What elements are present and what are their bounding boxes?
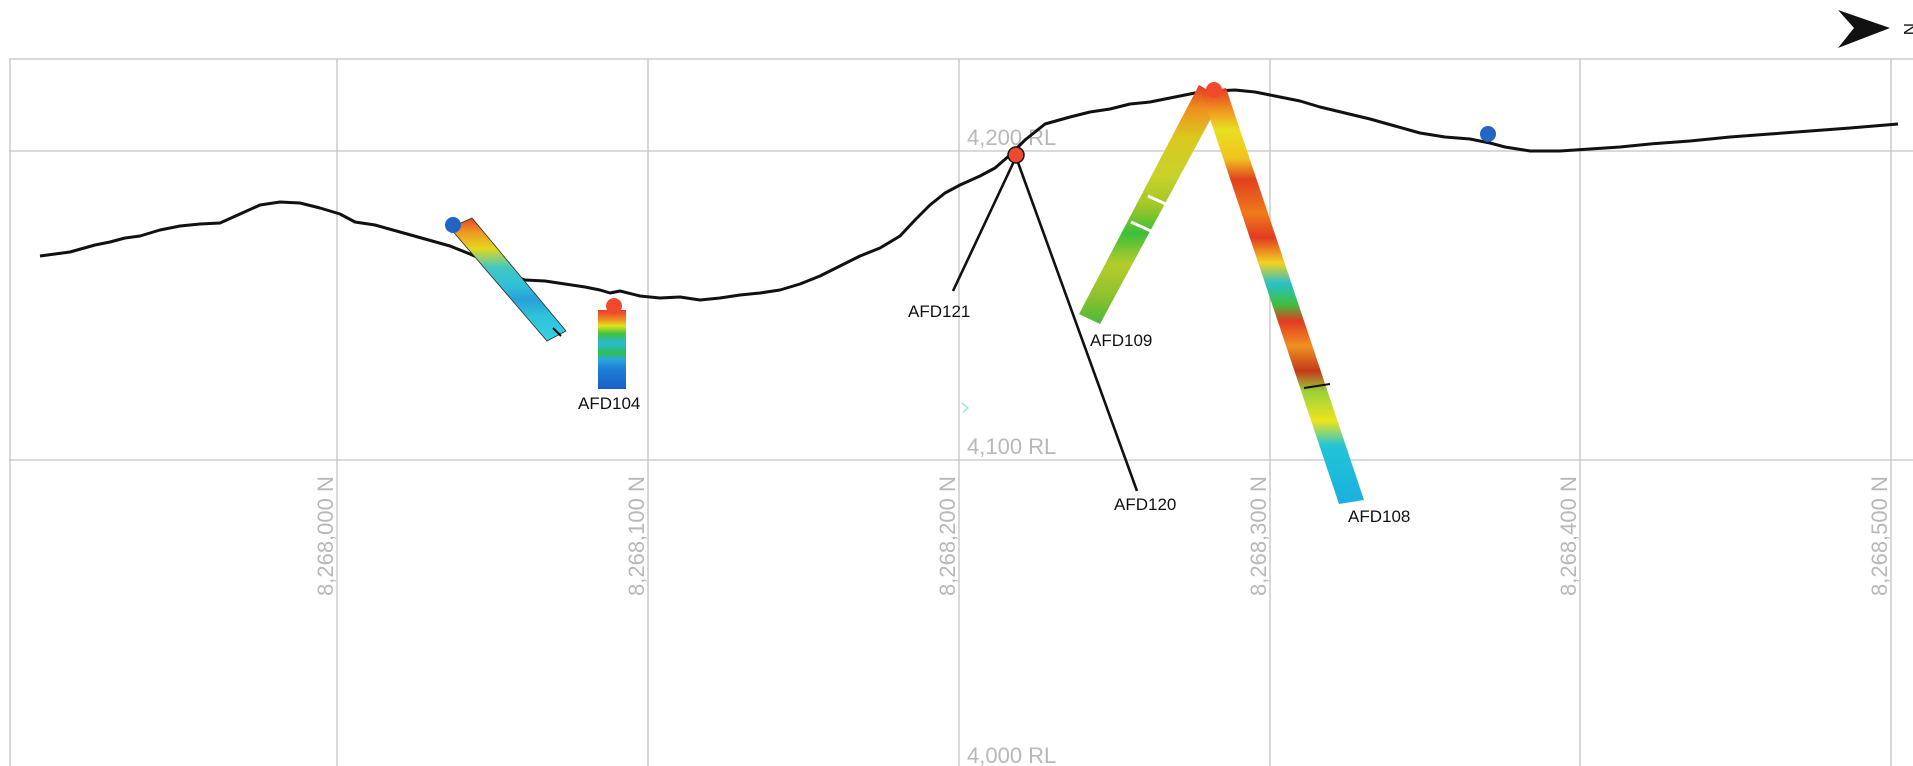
label-AFD120: AFD120 bbox=[1114, 495, 1176, 514]
drillhole-AFD104[interactable]: AFD104 bbox=[578, 298, 640, 413]
northing-label-8268400: 8,268,400 N bbox=[1556, 476, 1581, 596]
north-arrow-label: N bbox=[1900, 23, 1913, 35]
small-mark bbox=[961, 402, 970, 413]
elevation-label-4200: 4,200 RL bbox=[967, 125, 1056, 150]
northing-label-8268500: 8,268,500 N bbox=[1867, 476, 1892, 596]
drillhole-AFD109-break-1 bbox=[1147, 194, 1171, 208]
drillhole-AFD108-marker bbox=[1303, 383, 1331, 389]
label-AFD109: AFD109 bbox=[1090, 331, 1152, 350]
drillhole-AFD120[interactable]: AFD120 bbox=[1014, 156, 1176, 514]
label-AFD121: AFD121 bbox=[908, 302, 970, 321]
drillhole-AFD109-break-2 bbox=[1130, 220, 1154, 234]
label-AFD104: AFD104 bbox=[578, 394, 640, 413]
drillhole-logged-west-core bbox=[449, 217, 567, 342]
trace-AFD120 bbox=[1014, 156, 1139, 492]
collar-planned-west[interactable] bbox=[445, 217, 461, 233]
drillhole-AFD109-core bbox=[1079, 85, 1222, 324]
topography-surface bbox=[39, 88, 1899, 302]
drillhole-logged-west[interactable] bbox=[449, 217, 567, 342]
northing-label-8268000: 8,268,000 N bbox=[313, 476, 338, 596]
drillhole-AFD109[interactable]: AFD109 bbox=[1079, 85, 1222, 350]
collar-AFD104[interactable] bbox=[606, 298, 622, 314]
northing-label-8268300: 8,268,300 N bbox=[1246, 476, 1271, 596]
collar-planned-east[interactable] bbox=[1480, 126, 1496, 142]
elevation-label-4100: 4,100 RL bbox=[967, 434, 1056, 459]
label-AFD108: AFD108 bbox=[1348, 507, 1410, 526]
drillhole-AFD121[interactable]: AFD121 bbox=[908, 156, 1018, 321]
north-arrow-icon bbox=[1838, 10, 1890, 48]
collar-AFD108-AFD109[interactable] bbox=[1206, 82, 1222, 98]
drillhole-logged-west-marker bbox=[552, 327, 562, 337]
trace-AFD121 bbox=[951, 156, 1018, 292]
drillhole-AFD108-core bbox=[1201, 88, 1364, 504]
drillhole-AFD108[interactable]: AFD108 bbox=[1201, 88, 1410, 526]
north-arrow: N bbox=[1838, 10, 1913, 48]
drillhole-AFD104-core bbox=[598, 310, 626, 389]
elevation-label-4000: 4,000 RL bbox=[967, 743, 1056, 766]
grid bbox=[9, 58, 1913, 766]
northing-label-8268100: 8,268,100 N bbox=[624, 476, 649, 596]
northing-label-8268200: 8,268,200 N bbox=[935, 476, 960, 596]
collar-AFD120-AFD121[interactable] bbox=[1007, 146, 1025, 164]
